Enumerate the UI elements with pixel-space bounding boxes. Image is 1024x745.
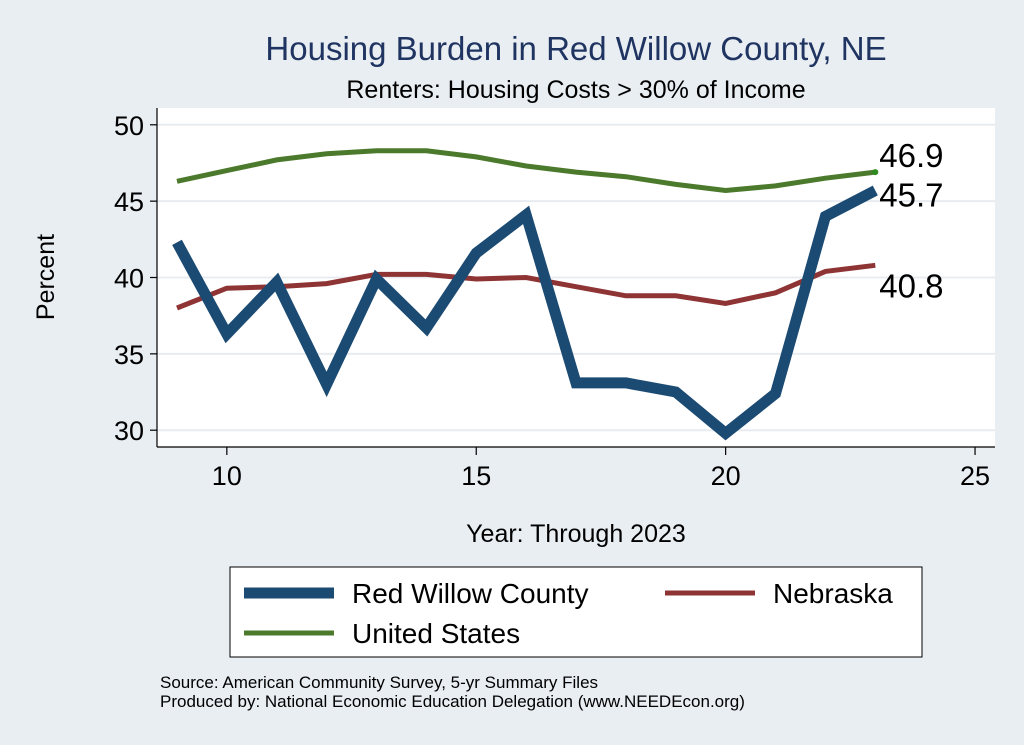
legend: Red Willow County Nebraska United States xyxy=(230,567,922,657)
x-tick-label-10: 10 xyxy=(212,461,242,491)
end-label-nebraska: 40.8 xyxy=(879,267,943,304)
x-tick-label-15: 15 xyxy=(461,461,491,491)
y-tick-label-35: 35 xyxy=(114,340,144,370)
y-tick-label-30: 30 xyxy=(114,416,144,446)
legend-label-united-states: United States xyxy=(352,618,520,649)
produced-note: Produced by: National Economic Education… xyxy=(160,692,745,711)
end-label-united-states: 46.9 xyxy=(879,137,943,174)
x-tick-label-20: 20 xyxy=(711,461,741,491)
end-label-red-willow-county: 45.7 xyxy=(879,176,943,213)
y-tick-label-45: 45 xyxy=(114,187,144,217)
legend-label-nebraska: Nebraska xyxy=(773,578,893,609)
source-note: Source: American Community Survey, 5-yr … xyxy=(160,673,598,692)
chart: Housing Burden in Red Willow County, NE … xyxy=(0,0,1024,745)
x-axis-ticks: 10 15 20 25 xyxy=(212,447,990,491)
chart-subtitle: Renters: Housing Costs > 30% of Income xyxy=(346,76,805,104)
x-tick-label-25: 25 xyxy=(960,461,990,491)
united-states-end-marker xyxy=(872,169,878,175)
y-axis-title: Percent xyxy=(32,234,60,320)
y-tick-label-50: 50 xyxy=(114,111,144,141)
chart-title: Housing Burden in Red Willow County, NE xyxy=(265,30,886,67)
y-axis-ticks: 30 35 40 45 50 xyxy=(114,111,157,446)
x-axis-title: Year: Through 2023 xyxy=(466,520,686,548)
y-tick-label-40: 40 xyxy=(114,264,144,294)
legend-label-red-willow: Red Willow County xyxy=(352,578,589,609)
